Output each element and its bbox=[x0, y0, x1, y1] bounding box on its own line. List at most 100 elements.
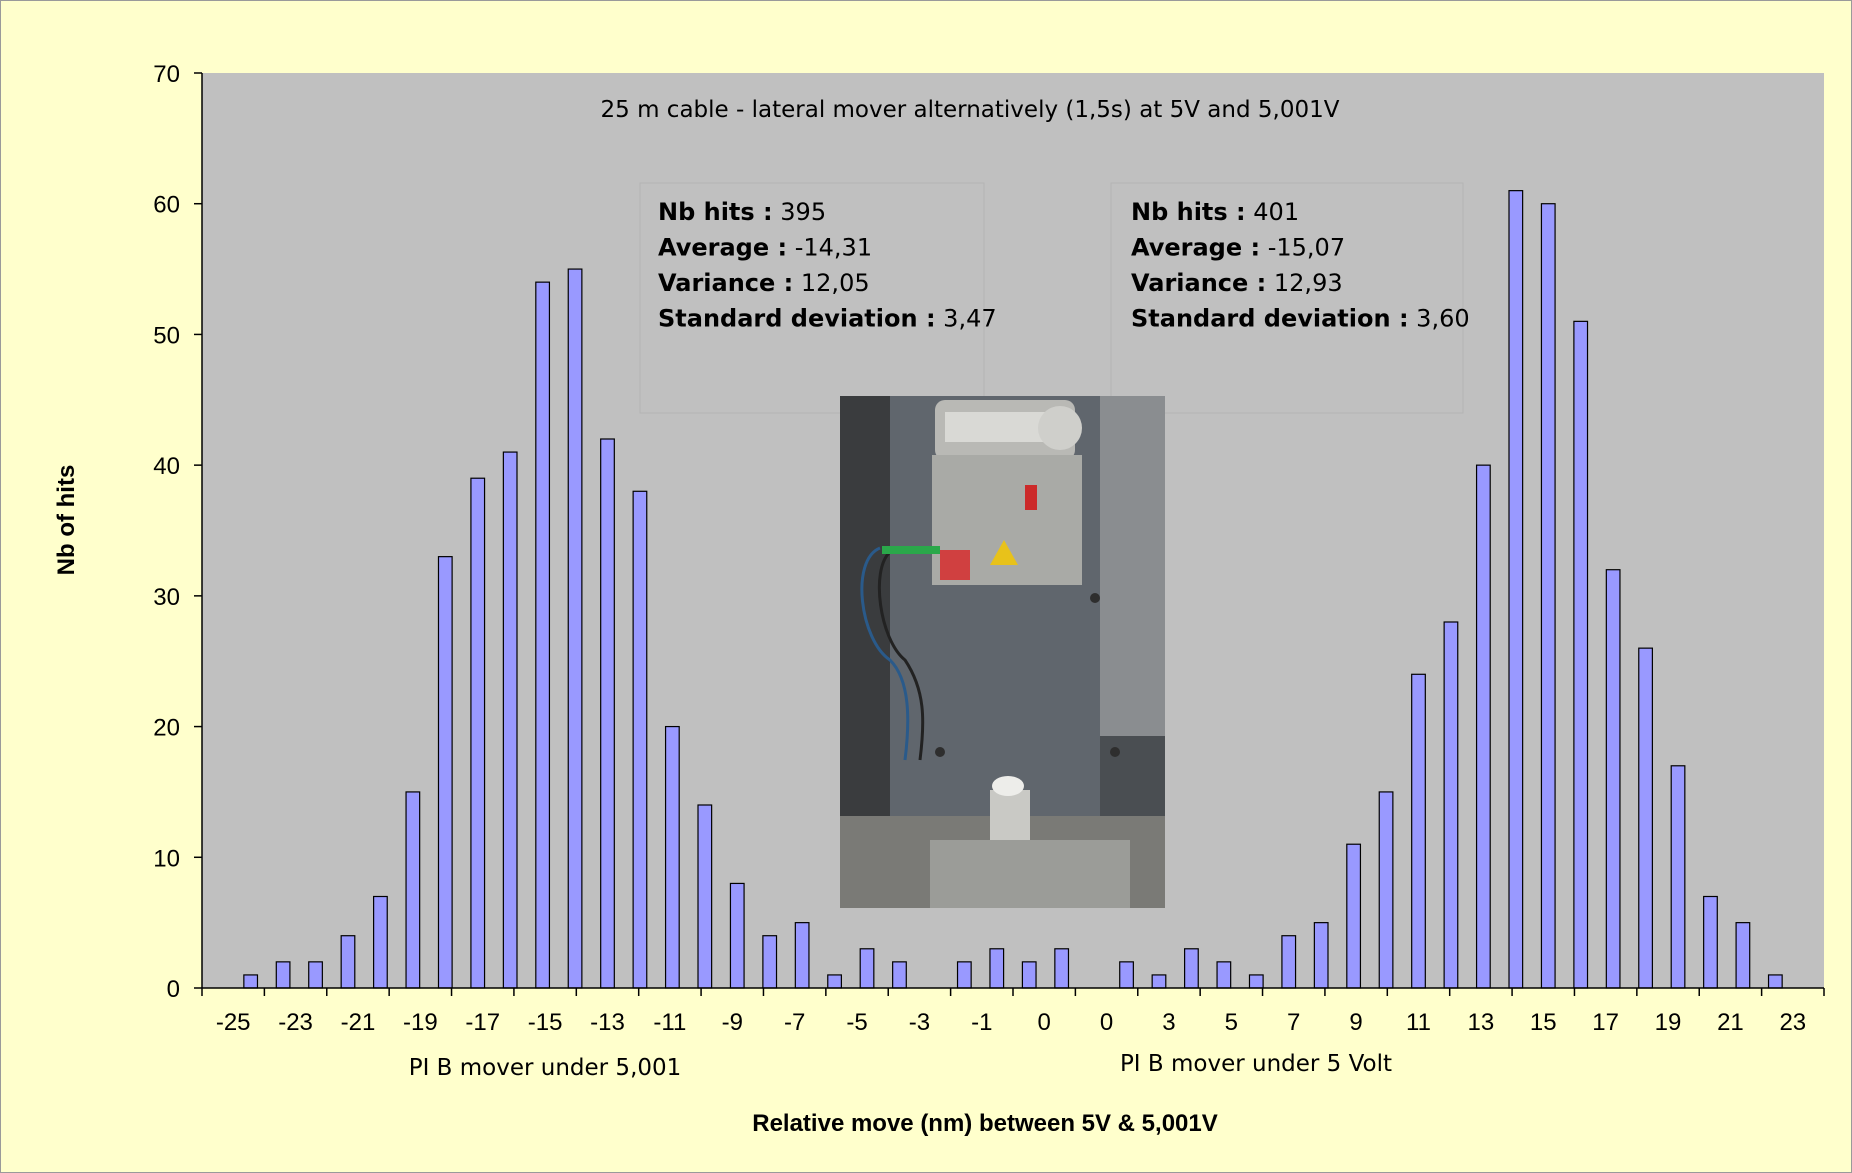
y-tick-label: 40 bbox=[153, 453, 180, 480]
x-tick-label: 7 bbox=[1287, 1009, 1300, 1036]
y-tick-label: 60 bbox=[153, 192, 180, 219]
histogram-bar bbox=[1508, 190, 1524, 989]
x-tick-label: 5 bbox=[1225, 1009, 1238, 1036]
histogram-bar bbox=[1638, 647, 1653, 989]
stats-key: Standard deviation : bbox=[658, 305, 936, 333]
x-axis-title: Relative move (nm) between 5V & 5,001V bbox=[752, 1110, 1218, 1137]
stats-box-right bbox=[1110, 182, 1464, 414]
histogram-bar bbox=[859, 948, 875, 989]
histogram-bar bbox=[373, 895, 388, 989]
x-tick-label: -13 bbox=[590, 1009, 625, 1036]
stats-value: 12,05 bbox=[793, 269, 869, 297]
stats-line: Average : -15,07 bbox=[1131, 234, 1345, 262]
histogram-bar bbox=[1248, 974, 1264, 989]
histogram-bar bbox=[827, 974, 842, 989]
x-tick-label: -3 bbox=[909, 1009, 930, 1036]
histogram-bar bbox=[1411, 673, 1426, 989]
histogram-bar bbox=[1767, 974, 1783, 989]
stats-line: Nb hits : 395 bbox=[658, 198, 826, 226]
stats-value: 3,47 bbox=[936, 305, 997, 333]
histogram-bar bbox=[1670, 765, 1686, 989]
histogram-bar bbox=[1605, 569, 1621, 989]
y-tick-label: 70 bbox=[153, 61, 180, 88]
x-tick-label: 9 bbox=[1349, 1009, 1362, 1036]
histogram-bar bbox=[243, 974, 259, 989]
histogram-bar bbox=[1054, 948, 1070, 989]
stats-key: Average : bbox=[658, 234, 787, 262]
stats-key: Variance : bbox=[1131, 269, 1266, 297]
x-tick-label: 0 bbox=[1100, 1009, 1113, 1036]
histogram-bar bbox=[1151, 974, 1167, 989]
stats-value: -15,07 bbox=[1260, 234, 1345, 262]
x-tick-label: -17 bbox=[465, 1009, 500, 1036]
histogram-bar bbox=[340, 935, 356, 989]
x-tick-label: -7 bbox=[784, 1009, 805, 1036]
histogram-bar bbox=[956, 961, 972, 989]
histogram-bar bbox=[632, 490, 648, 989]
x-tick-label: 17 bbox=[1592, 1009, 1619, 1036]
histogram-bar bbox=[502, 451, 518, 989]
x-tick-label: -19 bbox=[403, 1009, 438, 1036]
histogram-bar bbox=[989, 948, 1005, 989]
histogram-bar bbox=[762, 935, 778, 989]
y-tick-label: 10 bbox=[153, 845, 180, 872]
histogram-bar bbox=[664, 725, 680, 989]
histogram-bar bbox=[1216, 961, 1232, 989]
histogram-bar bbox=[275, 961, 291, 989]
histogram-bar bbox=[794, 922, 810, 989]
stats-line: Average : -14,31 bbox=[658, 234, 872, 262]
x-tick-label: 3 bbox=[1162, 1009, 1175, 1036]
histogram-bar bbox=[1021, 961, 1037, 989]
x-tick-label: 23 bbox=[1779, 1009, 1806, 1036]
stats-key: Nb hits : bbox=[658, 198, 773, 226]
y-tick-label: 0 bbox=[167, 976, 180, 1003]
histogram-bar bbox=[1378, 791, 1394, 989]
histogram-bar bbox=[1313, 922, 1329, 989]
x-tick-label: 13 bbox=[1468, 1009, 1495, 1036]
x-tick-label: -25 bbox=[216, 1009, 251, 1036]
histogram-bar bbox=[1703, 895, 1718, 989]
histogram-bar bbox=[1475, 464, 1491, 989]
mover-photo bbox=[840, 396, 1165, 908]
histogram-bar bbox=[1573, 320, 1589, 989]
histogram-bar bbox=[308, 961, 323, 989]
histogram-bar bbox=[697, 804, 713, 989]
x-tick-label: 0 bbox=[1038, 1009, 1051, 1036]
x-tick-label: -5 bbox=[846, 1009, 867, 1036]
x-tick-label: -1 bbox=[971, 1009, 992, 1036]
chart-annotation: 25 m cable - lateral mover alternatively… bbox=[601, 97, 1340, 123]
stats-line: Nb hits : 401 bbox=[1131, 198, 1299, 226]
histogram-bar bbox=[1281, 935, 1297, 989]
y-tick-label: 20 bbox=[153, 715, 180, 742]
y-axis-title: Nb of hits bbox=[53, 465, 80, 576]
stats-box-left bbox=[639, 182, 985, 414]
x-tick-label: 11 bbox=[1406, 1009, 1431, 1036]
stats-key: Nb hits : bbox=[1131, 198, 1246, 226]
x-tick-label: -21 bbox=[341, 1009, 376, 1036]
histogram-bar bbox=[600, 438, 615, 989]
y-tick-label: 30 bbox=[153, 584, 180, 611]
stats-value: 395 bbox=[773, 198, 826, 226]
stats-value: 3,60 bbox=[1409, 305, 1470, 333]
stats-key: Variance : bbox=[658, 269, 793, 297]
stats-line: Standard deviation : 3,60 bbox=[1131, 305, 1470, 333]
histogram-bar bbox=[1119, 961, 1134, 989]
stats-value: 401 bbox=[1246, 198, 1299, 226]
x-tick-label: -9 bbox=[722, 1009, 743, 1036]
histogram-bar bbox=[1443, 621, 1459, 989]
x-tick-label: 15 bbox=[1530, 1009, 1557, 1036]
histogram-bar bbox=[729, 882, 745, 989]
histogram-bar bbox=[437, 556, 453, 989]
histogram-bar bbox=[1346, 843, 1362, 989]
histogram-bar bbox=[1540, 203, 1556, 989]
stats-key: Average : bbox=[1131, 234, 1260, 262]
stats-value: -14,31 bbox=[787, 234, 872, 262]
stats-line: Variance : 12,05 bbox=[658, 269, 870, 297]
group-label-left: PI B mover under 5,001 bbox=[409, 1055, 682, 1081]
histogram-bar bbox=[535, 281, 551, 989]
y-tick-label: 50 bbox=[153, 322, 180, 349]
stats-value: 12,93 bbox=[1266, 269, 1342, 297]
stats-line: Standard deviation : 3,47 bbox=[658, 305, 997, 333]
histogram-bar bbox=[1184, 948, 1199, 989]
